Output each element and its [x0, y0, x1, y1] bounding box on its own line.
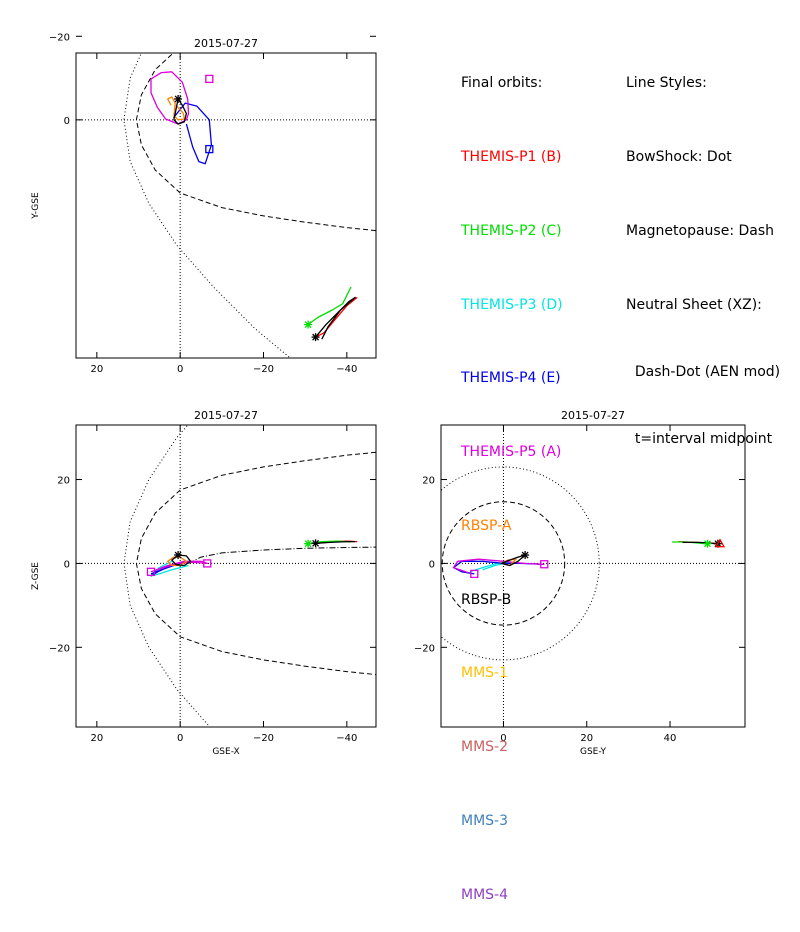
- star-stroke: [312, 333, 320, 341]
- orbit-start-marker: [203, 559, 212, 568]
- orbit-end-marker: [714, 538, 726, 548]
- legend-item: RBSP-B: [461, 591, 512, 608]
- legend-item: MMS-2: [461, 739, 509, 756]
- orbit-start-marker: [470, 569, 479, 579]
- plot-frame: [75, 52, 377, 359]
- star-stroke: [304, 540, 312, 548]
- legend-item: MMS-4: [461, 886, 509, 903]
- plot-area: [76, 425, 376, 727]
- chart-panel-2: 20 0 −20 −40 20 0 −20 2015-07-27 GSE-X Z-GSE: [31, 409, 377, 757]
- star-stroke: [704, 540, 711, 548]
- orbit-line: [315, 540, 356, 544]
- line-styles-legend: Line Styles: BowShock: Dot Magnetopause:…: [626, 22, 780, 470]
- legend-item: THEMIS-P2 (C): [461, 222, 562, 239]
- bow-shock-line: [123, 53, 291, 358]
- bow-shock-line: [123, 425, 211, 727]
- x-tick-label: 20: [90, 733, 103, 744]
- orbit-start-marker: [540, 560, 549, 569]
- star-stroke: [174, 95, 182, 103]
- legend-item: THEMIS-P1 (B): [461, 148, 562, 165]
- orbit-start-marker: [205, 74, 214, 84]
- legend-item: THEMIS-P5 (A): [461, 444, 562, 461]
- chart-panel-3: 0 20 40 20 0 −20 2015-07-27 GSE-Y: [414, 409, 746, 757]
- chart-title: 2015-07-27: [194, 409, 258, 422]
- orbit-line: [173, 98, 188, 125]
- orbit-end-marker: [304, 539, 313, 548]
- orbit-line: [172, 102, 213, 165]
- y-tick-label: 20: [422, 476, 435, 487]
- y-axis-label: Y-GSE: [31, 192, 41, 220]
- legend-item: MMS-1: [461, 665, 509, 682]
- x-tick-label: 0: [177, 364, 183, 375]
- orbit-end-marker: [521, 551, 530, 560]
- legend-item: THEMIS-P4 (E): [461, 370, 561, 387]
- x-tick-label: −20: [253, 733, 274, 744]
- plot-area: [441, 425, 745, 727]
- x-tick-label: −40: [336, 364, 357, 375]
- x-tick-label: −20: [253, 364, 274, 375]
- orbit-end-marker: [174, 551, 183, 560]
- orbit-end-marker: [703, 539, 712, 548]
- x-tick-label: 40: [664, 733, 677, 744]
- plot-frame: [75, 424, 377, 728]
- orbit-line: [307, 286, 352, 326]
- x-axis-label: GSE-X: [212, 747, 239, 757]
- star-stroke: [304, 321, 312, 329]
- orbit-line: [150, 71, 190, 125]
- line-style-item: Magnetopause: Dash: [626, 222, 775, 239]
- orbit-line: [171, 554, 192, 567]
- orbit-end-marker: [311, 539, 320, 548]
- x-tick-label: 20: [90, 364, 103, 375]
- line-style-item: t=interval midpoint: [626, 430, 773, 447]
- legend-item: THEMIS-P3 (D): [461, 296, 563, 313]
- neutral-sheet-line: [188, 546, 376, 564]
- x-tick-label: 0: [177, 733, 183, 744]
- line-style-item: BowShock: Dot: [626, 148, 732, 165]
- plot-frame: [440, 424, 746, 728]
- orbit-start-marker: [205, 144, 214, 154]
- orbit-line: [150, 560, 208, 573]
- y-tick-label: 20: [57, 476, 70, 487]
- line-styles-header: Line Styles:: [626, 75, 707, 92]
- star-stroke: [174, 551, 182, 559]
- final-orbits-legend: Final orbits: THEMIS-P1 (B) THEMIS-P2 (C…: [461, 22, 563, 932]
- line-style-item: Neutral Sheet (XZ):: [626, 296, 762, 313]
- y-axis-label: Z-GSE: [31, 562, 41, 590]
- orbit-plots: 20 0 −20 −40 0 −20 −40 2015-07-27 Y-GSE 20 0 −20 −40…: [31, 32, 746, 757]
- x-tick-label: −40: [336, 733, 357, 744]
- orbit-end-marker: [304, 320, 313, 329]
- orbit-line: [500, 554, 526, 567]
- chart-panel-1: 200−20−400−20−402015-07-27Y-GSE: [31, 32, 377, 375]
- orbit-end-marker: [174, 94, 183, 103]
- x-axis-label: GSE-Y: [580, 747, 607, 757]
- orbit-end-marker: [311, 333, 320, 342]
- y-tick-label: 0: [64, 559, 70, 570]
- star-stroke: [312, 539, 320, 547]
- y-tick-label: −20: [49, 32, 70, 43]
- orbit-line: [452, 560, 545, 575]
- orbit-start-marker: [146, 567, 156, 576]
- plot-area: [76, 53, 376, 358]
- y-tick-label: −20: [414, 643, 435, 654]
- orbit-line: [167, 96, 185, 121]
- y-tick-label: 0: [64, 116, 70, 127]
- legend-item: RBSP-A: [461, 517, 512, 534]
- chart-title: 2015-07-27: [194, 37, 258, 50]
- x-tick-label: 0: [500, 733, 506, 744]
- bow-shock-circle: [441, 466, 600, 661]
- legend-header: Final orbits:: [461, 75, 543, 92]
- y-tick-label: −20: [49, 643, 70, 654]
- magnetopause-line: [135, 451, 376, 676]
- orbit-line: [315, 296, 356, 340]
- legend-item: MMS-3: [461, 813, 509, 829]
- star-stroke: [521, 551, 529, 559]
- x-tick-label: 20: [580, 733, 593, 744]
- orbit-line: [315, 296, 358, 338]
- magnetopause-line: [135, 53, 376, 232]
- line-style-item: Dash-Dot (AEN mod): [626, 363, 781, 380]
- y-tick-label: 0: [429, 559, 435, 570]
- orbit-line: [452, 558, 545, 574]
- chart-title: 2015-07-27: [561, 409, 625, 422]
